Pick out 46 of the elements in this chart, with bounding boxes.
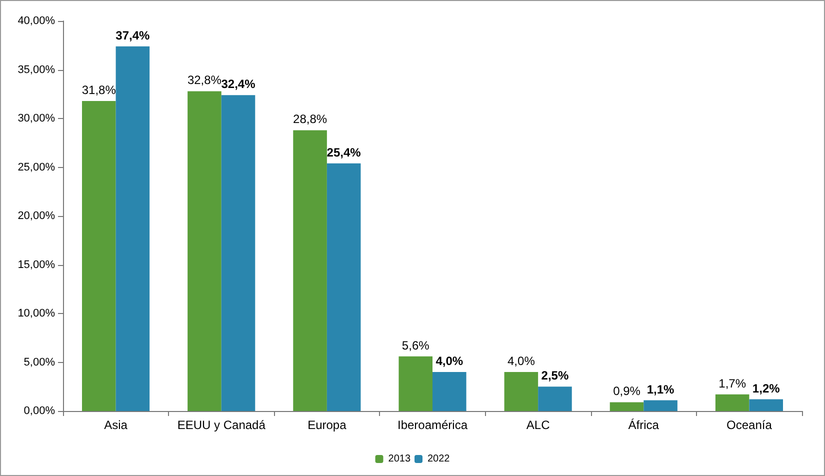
y-tick-label: 15,00% xyxy=(18,258,56,271)
data-label: 31,8% xyxy=(82,82,116,97)
x-tick-label: Oceanía xyxy=(726,418,772,432)
y-tick-label: 40,00% xyxy=(18,15,56,27)
data-label: 25,4% xyxy=(326,145,362,160)
bar xyxy=(432,372,466,411)
bar xyxy=(116,46,150,411)
legend-label: 2013 xyxy=(388,454,411,464)
data-label: 4,0% xyxy=(508,354,536,368)
data-label: 4,0% xyxy=(436,354,464,368)
data-label: 32,8% xyxy=(187,73,222,88)
data-label: 1,7% xyxy=(718,376,746,390)
bar xyxy=(398,356,432,411)
bar xyxy=(504,372,538,411)
data-label: 32,4% xyxy=(221,77,256,92)
y-tick-label: 10,00% xyxy=(18,308,56,320)
x-tick-label: Europa xyxy=(308,418,347,432)
y-tick-label: 35,00% xyxy=(18,64,56,76)
data-label: 2,5% xyxy=(541,368,569,383)
bar xyxy=(538,386,572,411)
data-label: 0,9% xyxy=(613,384,641,398)
bar xyxy=(221,95,256,411)
bar xyxy=(326,163,361,411)
data-label: 1,2% xyxy=(752,381,780,396)
y-tick-label: 30,00% xyxy=(18,112,56,124)
bar xyxy=(188,91,222,411)
y-tick-label: 25,00% xyxy=(18,161,56,174)
x-tick-label: Iberoamérica xyxy=(397,418,468,432)
bar xyxy=(644,400,678,411)
y-tick-label: 0,00% xyxy=(24,405,56,417)
y-tick-label: 20,00% xyxy=(18,210,56,222)
y-tick-label: 5,00% xyxy=(24,356,56,368)
legend-label: 2022 xyxy=(428,454,450,464)
data-label: 5,6% xyxy=(402,338,430,352)
x-tick-label: África xyxy=(628,418,660,432)
bar xyxy=(749,399,783,411)
x-tick-label: EEUU y Canadá xyxy=(177,418,266,432)
bar xyxy=(610,402,644,411)
x-tick-label: Asia xyxy=(104,418,128,432)
x-tick-label: ALC xyxy=(526,418,550,432)
bar xyxy=(293,130,327,411)
data-label: 28,8% xyxy=(293,112,328,126)
data-label: 1,1% xyxy=(646,382,675,396)
bar xyxy=(82,100,116,411)
data-label: 37,4% xyxy=(116,28,150,42)
bar xyxy=(715,394,750,411)
